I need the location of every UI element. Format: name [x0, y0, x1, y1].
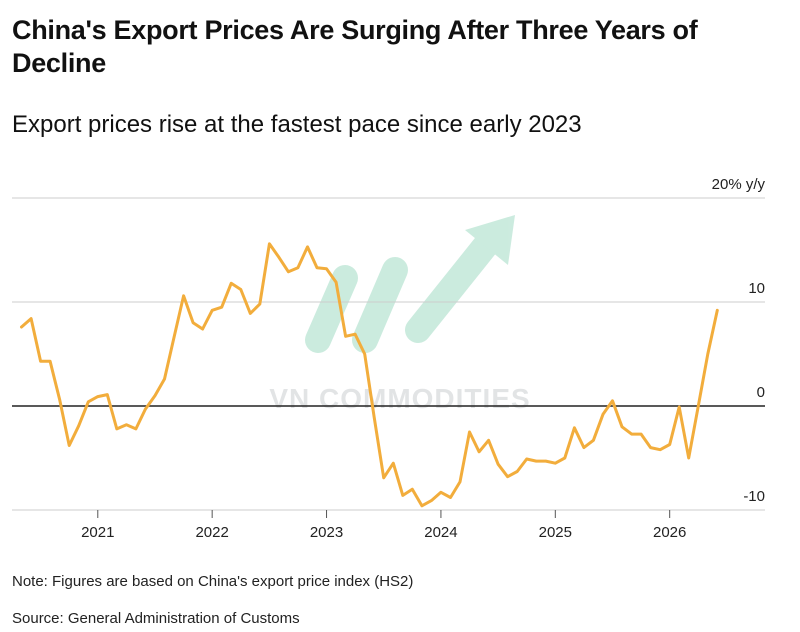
gridlines — [12, 197, 765, 511]
watermark-logo-icon — [305, 215, 515, 353]
data-point — [268, 242, 271, 245]
data-point — [191, 321, 195, 324]
data-point — [134, 427, 138, 431]
chart-note: Note: Figures are based on China's expor… — [12, 573, 414, 590]
y-tick-label: -10 — [743, 488, 765, 505]
data-point — [373, 416, 376, 419]
data-point — [211, 309, 214, 312]
data-point — [659, 448, 662, 451]
data-point — [439, 491, 443, 494]
data-point — [20, 325, 23, 329]
data-point — [630, 432, 633, 436]
data-point — [525, 457, 528, 461]
y-tick-label: 0 — [757, 384, 765, 401]
data-point — [697, 404, 700, 408]
data-point — [706, 352, 709, 356]
data-point — [230, 282, 233, 285]
x-axis: 2021 2022 2023 2024 2025 2026 — [81, 510, 686, 541]
data-point — [611, 399, 614, 402]
x-tick-label: 2023 — [310, 524, 343, 541]
data-point — [392, 462, 395, 465]
data-point — [249, 312, 252, 315]
data-point — [58, 398, 61, 401]
data-point — [496, 463, 500, 466]
data-point — [296, 266, 300, 269]
data-point — [458, 480, 462, 484]
data-point — [96, 395, 100, 398]
data-point — [106, 393, 109, 396]
data-point — [48, 360, 52, 363]
data-point — [535, 459, 538, 463]
watermark: VN COMMODITIES — [269, 215, 530, 414]
data-point — [401, 494, 404, 497]
data-point — [287, 270, 290, 273]
data-point — [592, 439, 595, 442]
data-point — [258, 302, 261, 306]
data-point — [77, 424, 80, 427]
x-tick-label: 2025 — [539, 524, 572, 541]
data-point — [668, 443, 671, 446]
data-point — [430, 499, 433, 502]
x-tick-label: 2022 — [195, 524, 228, 541]
data-point — [449, 496, 452, 499]
data-point — [506, 475, 509, 478]
data-point — [68, 444, 71, 447]
data-point — [306, 245, 309, 249]
data-point — [325, 267, 328, 270]
data-point — [153, 394, 157, 397]
data-point — [334, 281, 338, 284]
data-point — [363, 352, 366, 356]
data-point — [144, 407, 147, 411]
data-point — [554, 462, 557, 465]
data-point — [411, 488, 414, 491]
data-point — [163, 377, 166, 381]
data-point — [468, 430, 471, 434]
series-group — [20, 242, 719, 508]
data-point — [544, 459, 547, 463]
data-point — [344, 335, 347, 338]
data-point — [716, 309, 719, 312]
y-tick-label: 10 — [748, 280, 765, 297]
data-point — [382, 476, 385, 479]
data-point — [182, 294, 185, 297]
data-point — [516, 470, 519, 473]
data-point — [115, 427, 119, 431]
chart-subtitle: Export prices rise at the fastest pace s… — [12, 111, 582, 138]
data-point — [87, 400, 90, 403]
data-point — [201, 327, 204, 331]
data-point — [315, 266, 319, 269]
x-tick-label: 2021 — [81, 524, 114, 541]
data-point — [39, 360, 42, 363]
data-point — [353, 333, 357, 336]
data-point — [573, 426, 576, 429]
data-point — [477, 450, 481, 453]
data-point — [687, 456, 690, 460]
data-point — [420, 504, 424, 507]
data-point — [639, 432, 643, 436]
data-point — [277, 256, 281, 259]
data-point — [220, 306, 223, 309]
data-point — [29, 317, 33, 320]
series-line — [20, 242, 719, 508]
data-point — [125, 423, 128, 426]
data-point — [239, 288, 242, 291]
data-point — [563, 456, 566, 460]
data-point — [620, 425, 624, 428]
data-point — [678, 405, 681, 409]
data-point — [487, 439, 490, 442]
data-point — [601, 413, 605, 416]
y-tick-label: 20% y/y — [712, 176, 766, 193]
x-tick-label: 2026 — [653, 524, 686, 541]
data-point — [172, 336, 176, 339]
x-tick-label: 2024 — [424, 524, 457, 541]
data-point — [582, 446, 586, 449]
watermark-text: VN COMMODITIES — [269, 383, 530, 414]
data-point — [649, 446, 652, 449]
chart-source: Source: General Administration of Custom… — [12, 610, 300, 627]
chart-title: China's Export Prices Are Surging After … — [12, 15, 698, 78]
y-axis: 20% y/y 10 0 -10 — [712, 176, 766, 505]
